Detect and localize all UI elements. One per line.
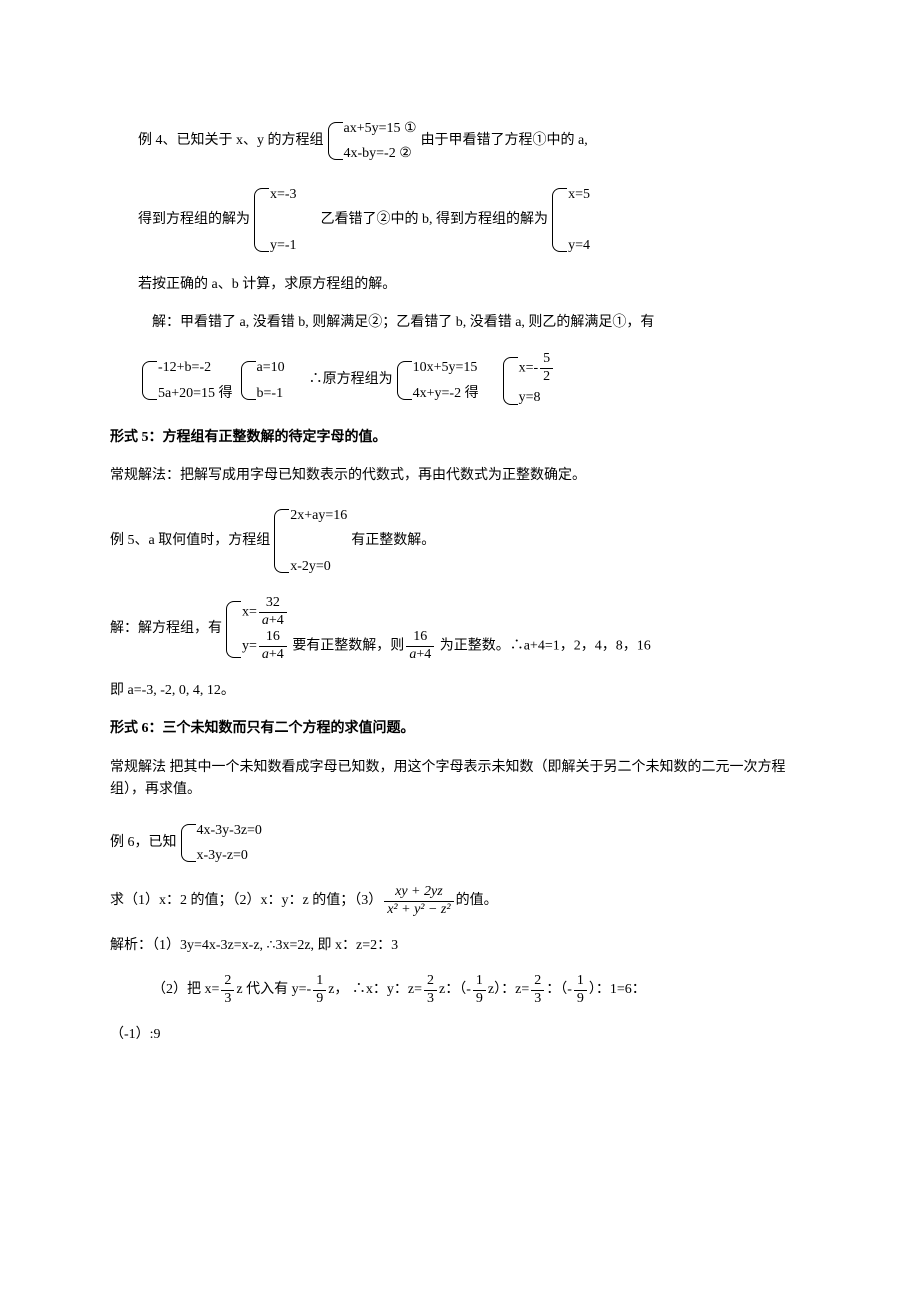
frac-2-3-c: 23 (531, 973, 544, 1008)
ex6-a2-a: z 代入有 y=- (236, 979, 311, 1001)
ex5-solution: 解：解方程组，有 x=32a+4 y=16a+4 要有正整数解，则16a+4 为… (110, 595, 810, 664)
ex5-sol-pre: 解：解方程组，有 (110, 618, 222, 640)
ex6-eq1: 4x-3y-3z=0 (197, 818, 262, 843)
ex5-frac-y: 16a+4 (259, 629, 287, 664)
ex5-sol-x-row: x=32a+4 (242, 595, 651, 630)
ex4-solution-intro: 解：甲看错了 a, 没看错 b, 则解满足②；乙看错了 b, 没看错 a, 则乙… (110, 312, 810, 334)
ex4-sys1-1: -12+b=-2 (158, 355, 233, 380)
document-page: 例 4、已知关于 x、y 的方程组 ax+5y=15 ① 4x-by=-2 ② … (0, 0, 920, 1302)
ex6-a2-pre: （2）把 x= (152, 979, 219, 1001)
ex5-sol-post: 为正整数。∴a+4=1，2，4，8，16 (436, 639, 651, 654)
ex4-intro-pre: 例 4、已知关于 x、y 的方程组 (138, 130, 324, 152)
ex4-sys2-brace: a=10 b=-1 (241, 355, 285, 405)
ex4-sys2-2: b=-1 (257, 381, 285, 406)
ex4-eq1: ax+5y=15 ① (344, 116, 417, 141)
ex5-frac-c: 16a+4 (406, 629, 434, 664)
ex5-intro-post: 有正整数解。 (351, 530, 435, 552)
ex5-intro-pre: 例 5、a 取何值时，方程组 (110, 530, 270, 552)
ex4-sol-b-y: y=4 (568, 233, 590, 258)
ex6-a2-d: z）：z= (488, 979, 529, 1001)
form6-method: 常规解法 把其中一个未知数看成字母已知数，用这个字母表示未知数（即解关于另二个未… (110, 757, 810, 802)
ex5-sol-mid: 要有正整数解，则 (289, 639, 405, 654)
frac-1-9-a: 19 (313, 973, 326, 1008)
frac-1-9-b: 19 (473, 973, 486, 1008)
ex4-eq2: 4x-by=-2 ② (344, 141, 417, 166)
ex4-sys1-2: 5a+20=15 得 (158, 381, 233, 406)
ex6-ask-frac: xy + 2yz x² + y² − z² (384, 884, 453, 919)
ex4-sol-b-brace: x=5 y=4 (552, 182, 590, 258)
ex4-sys4-bottom: y=8 (519, 385, 556, 410)
frac-1-9-c: 19 (574, 973, 587, 1008)
ex4-line2: 得到方程组的解为 x=-3 y=-1 乙看错了②中的 b, 得到方程组的解为 x… (110, 182, 810, 258)
ex4-line3: 若按正确的 a、b 计算，求原方程组的解。 (110, 274, 810, 296)
ex6-a2-f: ）：1=6： (589, 979, 646, 1001)
ex6-a2-b: z， ∴x：y：z= (328, 979, 422, 1001)
ex6-ask-pre: 求（1）x：2 的值；（2）x：y：z 的值；（3） (110, 890, 382, 912)
ex6-intro-text: 例 6，已知 (110, 832, 177, 854)
ex5-intro: 例 5、a 取何值时，方程组 2x+ay=16 x-2y=0 有正整数解。 (110, 503, 810, 579)
frac-2-3-a: 23 (221, 973, 234, 1008)
ex4-sys4-top: x=-52 (519, 351, 556, 386)
ex5-sol-y-row: y=16a+4 要有正整数解，则16a+4 为正整数。∴a+4=1，2，4，8，… (242, 629, 651, 664)
ex5-eq2: x-2y=0 (290, 554, 347, 579)
ex5-eq1: 2x+ay=16 (290, 503, 347, 528)
ex4-sol-a-y: y=-1 (270, 233, 297, 258)
ex4-sys4-top-prefix: x=- (519, 360, 539, 375)
ex6-eq2: x-3y-z=0 (197, 843, 262, 868)
ex4-solution-row: -12+b=-2 5a+20=15 得 a=10 b=-1 ∴原方程组为 10x… (110, 351, 810, 411)
ex6-ask-post: 的值。 (456, 890, 498, 912)
ex6-a2-c: z：（- (439, 979, 471, 1001)
ex4-sys3-1: 10x+5y=15 (413, 355, 479, 380)
form5-method: 常规解法：把解写成用字母已知数表示的代数式，再由代数式为正整数确定。 (110, 465, 810, 487)
ex4-sys1-brace: -12+b=-2 5a+20=15 得 (142, 355, 233, 405)
ex4-sol-a-brace: x=-3 y=-1 (254, 182, 297, 258)
ex4-sys4-frac: 52 (540, 351, 553, 386)
ex5-conclusion: 即 a=-3, -2, 0, 4, 12。 (110, 680, 810, 702)
ex6-system-brace: 4x-3y-3z=0 x-3y-z=0 (181, 818, 262, 868)
ex4-mid-text: ∴原方程组为 (309, 369, 393, 391)
form6-title: 形式 6：三个未知数而只有二个方程的求值问题。 (110, 718, 810, 740)
ex4-system-brace: ax+5y=15 ① 4x-by=-2 ② (328, 116, 417, 166)
ex4-intro-post: 由于甲看错了方程①中的 a, (421, 130, 588, 152)
ex6-ask-frac-num: xy + 2yz (384, 884, 453, 902)
ex6-a2-e: ：（- (546, 979, 572, 1001)
ex4-sys3-2: 4x+y=-2 得 (413, 381, 479, 406)
ex4-line2-mid: 乙看错了②中的 b, 得到方程组的解为 (321, 209, 549, 231)
ex4-sol-a-x: x=-3 (270, 182, 297, 207)
ex4-sys3-brace: 10x+5y=15 4x+y=-2 得 (397, 355, 479, 405)
ex5-frac-x: 32a+4 (259, 595, 287, 630)
ex6-intro: 例 6，已知 4x-3y-3z=0 x-3y-z=0 (110, 818, 810, 868)
ex6-ask: 求（1）x：2 的值；（2）x：y：z 的值；（3） xy + 2yz x² +… (110, 884, 810, 919)
ex5-system-brace: 2x+ay=16 x-2y=0 (274, 503, 347, 579)
ex6-ask-frac-den: x² + y² − z² (384, 902, 453, 919)
ex4-sys4-brace: x=-52 y=8 (503, 351, 556, 411)
ex5-sol-brace: x=32a+4 y=16a+4 要有正整数解，则16a+4 为正整数。∴a+4=… (226, 595, 651, 664)
ex6-analysis1: 解析：（1）3y=4x-3z=x-z, ∴3x=2z, 即 x：z=2：3 (110, 935, 810, 957)
ex6-analysis3: （-1）:9 (110, 1024, 810, 1046)
ex5-sol-x-lbl: x= (242, 604, 257, 619)
ex4-sys2-1: a=10 (257, 355, 285, 380)
ex4-sol-b-x: x=5 (568, 182, 590, 207)
form5-title: 形式 5：方程组有正整数解的待定字母的值。 (110, 427, 810, 449)
ex4-intro: 例 4、已知关于 x、y 的方程组 ax+5y=15 ① 4x-by=-2 ② … (110, 116, 810, 166)
ex5-sol-y-lbl: y= (242, 639, 257, 654)
ex6-analysis2: （2）把 x= 23 z 代入有 y=- 19 z， ∴x：y：z= 23 z：… (110, 973, 810, 1008)
ex4-line2-pre: 得到方程组的解为 (138, 209, 250, 231)
frac-2-3-b: 23 (424, 973, 437, 1008)
